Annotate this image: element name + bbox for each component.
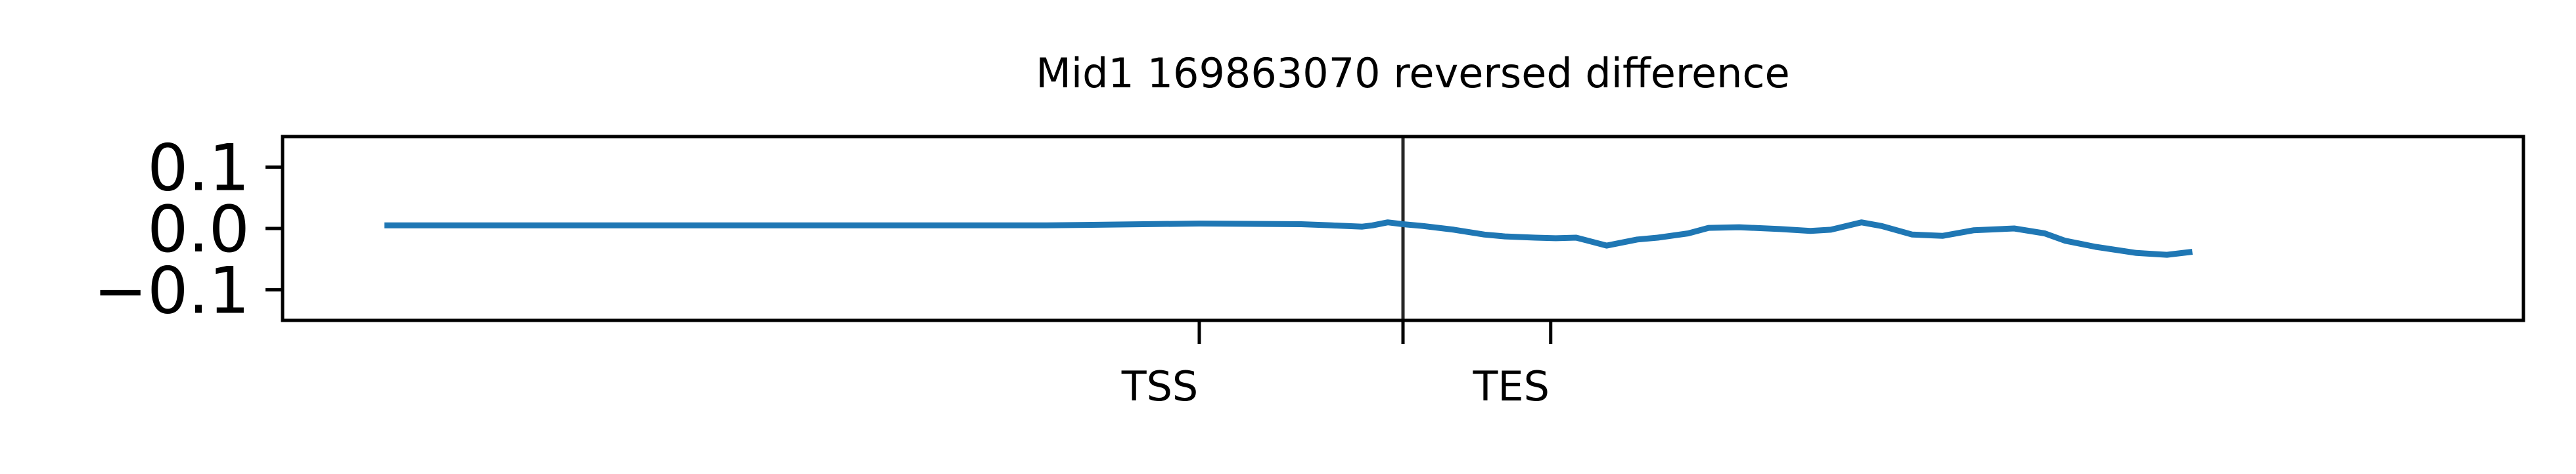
- y-tick-label: 0.1: [147, 131, 250, 206]
- x-tick-label: TSS: [1121, 362, 1199, 410]
- y-tick-label: 0.0: [147, 192, 250, 267]
- x-tick-label: TES: [1473, 362, 1550, 410]
- plot-frame: [281, 135, 2525, 322]
- y-tick-label: −0.1: [93, 253, 250, 328]
- series-line: [384, 219, 2193, 258]
- chart-title: Mid1 169863070 reversed difference: [1036, 49, 1789, 97]
